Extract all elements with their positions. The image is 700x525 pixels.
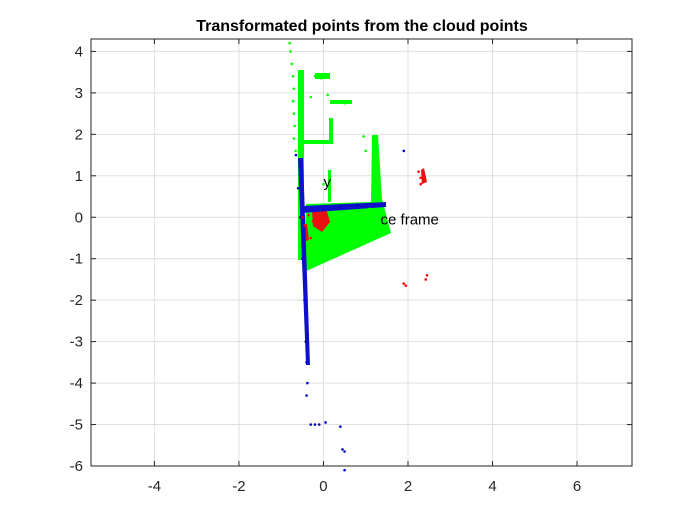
data-point bbox=[362, 135, 365, 138]
data-point bbox=[343, 468, 346, 472]
data-point bbox=[309, 423, 313, 426]
red-cluster bbox=[312, 208, 330, 232]
annotation-label: ce frame bbox=[381, 211, 439, 228]
data-point bbox=[339, 205, 342, 209]
data-point bbox=[303, 298, 306, 302]
data-point bbox=[372, 203, 376, 207]
data-point bbox=[343, 101, 346, 105]
data-point bbox=[313, 423, 317, 426]
data-point bbox=[317, 423, 321, 426]
data-point bbox=[292, 87, 296, 91]
data-point bbox=[355, 244, 359, 248]
data-point bbox=[421, 180, 425, 184]
data-point bbox=[347, 240, 351, 244]
blue-axis-line bbox=[298, 158, 310, 365]
x-tick-label: 6 bbox=[573, 478, 581, 495]
green-structure-edge bbox=[303, 140, 331, 144]
data-point bbox=[402, 282, 406, 285]
data-point bbox=[294, 149, 297, 153]
y-tick-label: -2 bbox=[70, 292, 83, 309]
data-point bbox=[360, 215, 363, 219]
y-tick-label: 3 bbox=[75, 85, 83, 102]
chart-title: Transformated points from the cloud poin… bbox=[196, 18, 528, 35]
data-point bbox=[368, 207, 372, 211]
x-tick-label: -4 bbox=[148, 478, 161, 495]
data-point bbox=[326, 93, 329, 97]
data-point bbox=[364, 149, 368, 153]
data-point bbox=[320, 77, 323, 80]
x-tick-labels: -4 -2 0 2 4 6 bbox=[148, 478, 582, 495]
y-tick-label: -5 bbox=[70, 417, 83, 434]
data-point bbox=[292, 112, 296, 115]
x-tick-label: 2 bbox=[404, 478, 412, 495]
data-point bbox=[306, 381, 309, 385]
y-tick-label: 4 bbox=[75, 43, 83, 60]
green-ground-region bbox=[304, 135, 391, 272]
data-point bbox=[305, 394, 308, 397]
data-point bbox=[291, 99, 295, 103]
annotations: y ce frame bbox=[323, 174, 438, 228]
data-point bbox=[324, 421, 327, 424]
y-tick-label: 2 bbox=[75, 126, 83, 143]
data-point bbox=[425, 274, 429, 277]
data-point bbox=[307, 213, 310, 217]
data-point bbox=[417, 170, 420, 173]
blue-frame-line bbox=[302, 202, 386, 213]
axis-ticks bbox=[91, 39, 632, 467]
green-structure-top bbox=[315, 73, 330, 79]
data-point bbox=[301, 215, 304, 219]
data-point bbox=[289, 50, 292, 53]
point-cloud-regions bbox=[298, 70, 427, 365]
data-points bbox=[288, 41, 429, 472]
y-tick-labels: 4 3 2 1 0 -1 -2 -3 -4 -5 -6 bbox=[70, 43, 83, 475]
y-tick-label: -1 bbox=[70, 251, 83, 268]
data-point bbox=[305, 361, 308, 364]
x-tick-label: 0 bbox=[319, 478, 327, 495]
y-tick-label: -6 bbox=[70, 458, 83, 475]
data-point bbox=[291, 75, 295, 78]
data-point bbox=[292, 137, 296, 140]
data-point bbox=[419, 176, 422, 180]
data-point bbox=[402, 149, 406, 153]
data-point bbox=[304, 340, 308, 343]
data-point bbox=[309, 236, 313, 240]
data-point bbox=[298, 215, 302, 219]
data-point bbox=[372, 228, 376, 231]
annotation-label: y bbox=[323, 174, 331, 191]
y-tick-label: -3 bbox=[70, 334, 83, 351]
data-point bbox=[424, 278, 428, 281]
data-point bbox=[322, 182, 325, 186]
data-point bbox=[303, 224, 306, 227]
axes-box bbox=[90, 38, 633, 467]
data-point bbox=[288, 41, 291, 45]
data-point bbox=[419, 182, 422, 186]
data-point bbox=[313, 75, 317, 78]
data-point bbox=[341, 448, 344, 451]
data-point bbox=[311, 220, 315, 223]
data-point bbox=[290, 62, 294, 66]
y-tick-label: -4 bbox=[70, 375, 83, 392]
red-cluster-right bbox=[421, 168, 427, 184]
data-point bbox=[301, 257, 304, 261]
x-tick-label: 4 bbox=[488, 478, 496, 495]
data-point bbox=[404, 284, 408, 287]
green-structure-edge bbox=[329, 118, 333, 144]
green-post bbox=[328, 170, 331, 202]
data-point bbox=[339, 236, 342, 240]
data-point bbox=[309, 95, 313, 99]
data-point bbox=[330, 232, 334, 236]
data-point bbox=[339, 425, 342, 428]
green-structure-top bbox=[330, 100, 352, 104]
data-point bbox=[343, 450, 346, 453]
data-point bbox=[293, 124, 297, 128]
y-tick-label: 1 bbox=[75, 168, 83, 185]
data-point bbox=[296, 186, 300, 190]
data-point bbox=[294, 153, 298, 157]
data-point bbox=[355, 203, 359, 207]
plot-area bbox=[91, 39, 632, 466]
data-point bbox=[322, 207, 325, 211]
y-tick-label: 0 bbox=[75, 209, 83, 226]
x-tick-label: -2 bbox=[232, 478, 245, 495]
